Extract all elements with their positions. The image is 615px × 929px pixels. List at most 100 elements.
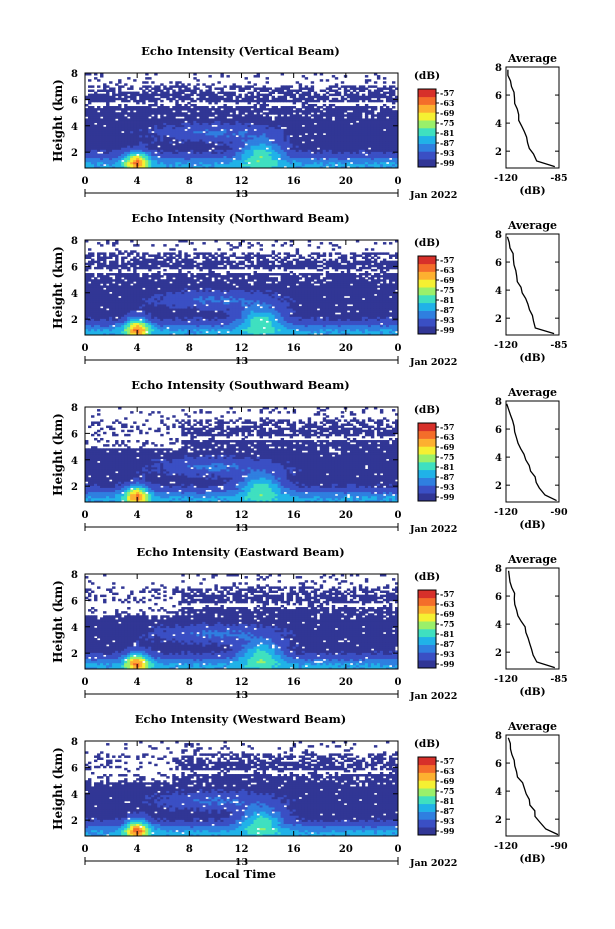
colorbar-frame — [417, 255, 437, 335]
colorbar-swatch — [418, 446, 436, 455]
panel-1: Echo Intensity (Vertical Beam) 2 4 6 8 Height… — [51, 44, 568, 201]
heatmap — [85, 407, 399, 503]
y-tick-label: 8 — [71, 236, 78, 247]
colorbar-tick-label: -99 — [440, 325, 455, 335]
colorbar-tick-label: -63 — [440, 432, 455, 442]
colorbar: (dB)-57-63-69-75-81-87-93-99 — [414, 738, 455, 836]
x-tick-label: 4 — [134, 677, 141, 688]
colorbar-swatch — [418, 636, 436, 645]
colorbar-swatch — [418, 135, 436, 144]
profile-y-tick-label: 8 — [495, 397, 502, 408]
heatmap — [85, 574, 399, 670]
x-tick-label: 16 — [287, 343, 301, 354]
profile-x-tick-label: -85 — [550, 340, 567, 351]
y-tick-label: 8 — [71, 69, 78, 80]
x-tick-label: 20 — [339, 176, 353, 187]
profile-x-tick-label: -120 — [494, 507, 518, 518]
y-tick-label: 2 — [71, 816, 78, 827]
colorbar-swatch — [418, 644, 436, 653]
x-tick-label: 8 — [186, 677, 193, 688]
colorbar-tick-label: -57 — [440, 255, 454, 265]
colorbar-tick-label: -69 — [440, 275, 455, 285]
colorbar-tick-label: -99 — [440, 826, 455, 836]
colorbar-swatch — [418, 112, 436, 121]
colorbar-swatch — [418, 780, 436, 789]
colorbar-swatch — [418, 590, 436, 599]
y-tick-label: 8 — [71, 570, 78, 581]
colorbar-swatch — [418, 462, 436, 471]
profile-line — [507, 69, 555, 168]
profile-frame — [505, 66, 560, 169]
colorbar-swatch — [418, 143, 436, 152]
colorbar-tick-label: -75 — [440, 285, 454, 295]
x-tick-label: 12 — [235, 343, 249, 354]
profile-title: Average — [507, 219, 557, 232]
colorbar-tick-label: -87 — [440, 138, 454, 148]
colorbar-swatch — [418, 485, 436, 494]
profile-x-tick-label: -85 — [550, 173, 567, 184]
colorbar-tick-label: -87 — [440, 639, 454, 649]
colorbar: (dB)-57-63-69-75-81-87-93-99 — [414, 70, 455, 168]
date-label: Jan 2022 — [409, 524, 457, 535]
colorbar: (dB)-57-63-69-75-81-87-93-99 — [414, 237, 455, 335]
panel-4: Echo Intensity (Eastward Beam) 2 4 6 8 Height… — [51, 545, 568, 702]
x-tick-label: 0 — [395, 844, 402, 855]
x-tick-label: 16 — [287, 176, 301, 187]
y-tick-label: 6 — [71, 596, 78, 607]
date-label: Jan 2022 — [409, 190, 457, 201]
panel-3: Echo Intensity (Southward Beam) 2 4 6 8 Heigh… — [51, 378, 568, 535]
colorbar-tick-label: -75 — [440, 118, 454, 128]
colorbar-swatch — [418, 597, 436, 606]
profile-x-label: (dB) — [519, 185, 545, 197]
average-profile: Average 2 4 6 8 -120 -85 (dB) — [494, 52, 567, 197]
y-tick-label: 2 — [71, 148, 78, 159]
colorbar-tick-label: -57 — [440, 422, 454, 432]
y-tick-label: 6 — [71, 262, 78, 273]
profile-x-tick-label: -120 — [494, 173, 518, 184]
profile-x-label: (dB) — [519, 519, 545, 531]
colorbar-swatch — [418, 613, 436, 622]
colorbar-tick-label: -87 — [440, 472, 454, 482]
profile-x-label: (dB) — [519, 352, 545, 364]
colorbar-swatch — [418, 827, 436, 836]
colorbar-tick-label: -75 — [440, 786, 454, 796]
colorbar-frame — [417, 422, 437, 502]
profile-y-tick-label: 2 — [495, 815, 502, 826]
x-tick-label: 16 — [287, 677, 301, 688]
y-tick-label: 4 — [71, 790, 78, 801]
profile-y-tick-label: 2 — [495, 481, 502, 492]
x-tick-label: 0 — [82, 844, 89, 855]
y-tick-label: 6 — [71, 763, 78, 774]
heatmap — [85, 741, 399, 837]
x-tick-label: 20 — [339, 677, 353, 688]
colorbar-swatch — [418, 279, 436, 288]
profile-y-tick-label: 2 — [495, 147, 502, 158]
colorbar-tick-label: -69 — [440, 776, 455, 786]
colorbar-swatch — [418, 96, 436, 105]
colorbar-swatch — [418, 796, 436, 805]
profile-x-label: (dB) — [519, 686, 545, 698]
colorbar-unit: (dB) — [414, 70, 440, 82]
colorbar-swatch — [418, 159, 436, 168]
date-label: Jan 2022 — [409, 357, 457, 368]
x-tick-label: 12 — [235, 510, 249, 521]
colorbar-tick-label: -81 — [440, 128, 454, 138]
profile-y-tick-label: 8 — [495, 63, 502, 74]
colorbar-swatch — [418, 629, 436, 638]
x-tick-label: 16 — [287, 844, 301, 855]
y-axis-label: Height (km) — [51, 747, 65, 830]
colorbar-swatch — [418, 477, 436, 486]
colorbar-frame — [417, 756, 437, 836]
profile-y-tick-label: 6 — [495, 91, 502, 102]
profile-title: Average — [507, 720, 557, 733]
x-tick-label: 20 — [339, 844, 353, 855]
x-tick-label: 4 — [134, 343, 141, 354]
colorbar-tick-label: -93 — [440, 482, 455, 492]
colorbar-swatch — [418, 256, 436, 265]
x-tick-label: 4 — [134, 844, 141, 855]
profile-y-tick-label: 6 — [495, 258, 502, 269]
profile-title: Average — [507, 386, 557, 399]
y-axis-label: Height (km) — [51, 580, 65, 663]
panel-2: Echo Intensity (Northward Beam) 2 4 6 8 Heigh… — [51, 211, 568, 368]
colorbar-tick-label: -63 — [440, 98, 455, 108]
